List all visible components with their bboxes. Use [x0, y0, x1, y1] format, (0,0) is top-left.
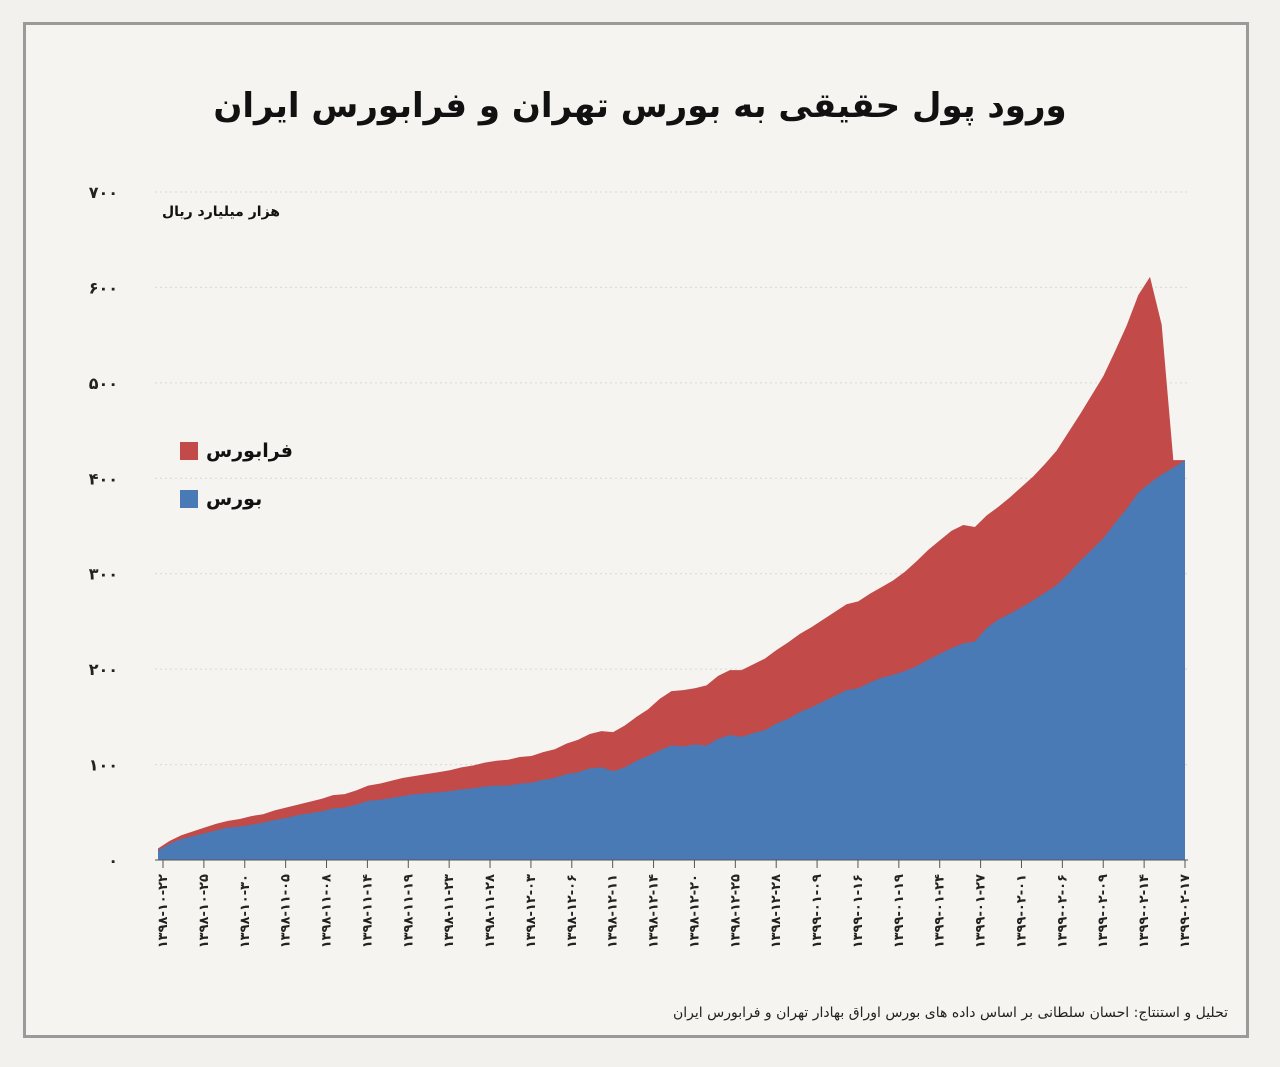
- x-tick-label: ۱۳۹۸-۱۲-۲۵: [728, 874, 743, 948]
- x-tick-label: ۱۳۹۸-۱۱-۲۳: [442, 874, 457, 948]
- legend-item-farabourse: فرابورس: [180, 439, 293, 463]
- x-tick-label: ۱۳۹۹-۰۱-۱۹: [892, 874, 907, 948]
- x-tick-label: ۱۳۹۹-۰۲-۱۷: [1178, 874, 1193, 948]
- y-tick-label-300: ۳۰۰: [89, 565, 118, 584]
- series-area-bourse: [158, 460, 1185, 860]
- x-tick-label: ۱۳۹۸-۱۱-۲۸: [483, 874, 498, 948]
- legend-label-bourse: بورس: [206, 488, 263, 510]
- x-tick-label: ۱۳۹۸-۱۱-۰۵: [279, 874, 294, 948]
- x-tick-label: ۱۳۹۹-۰۲-۰۶: [1055, 874, 1070, 948]
- x-tick-label: ۱۳۹۸-۱۱-۰۸: [320, 874, 335, 948]
- y-tick-label-100: ۱۰۰: [89, 756, 118, 775]
- x-tick-label: ۱۳۹۹-۰۱-۲۷: [974, 874, 989, 948]
- chart-title: ورود پول حقیقی به بورس تهران و فرابورس ا…: [213, 86, 1067, 126]
- x-tick-label: ۱۳۹۸-۱۰-۳۰: [238, 874, 253, 948]
- y-tick-label-600: ۶۰۰: [89, 278, 118, 297]
- x-tick-label: ۱۳۹۸-۱۲-۰۶: [565, 874, 580, 948]
- y-tick-label-500: ۵۰۰: [89, 374, 118, 393]
- legend-swatch-farabourse: [180, 442, 198, 460]
- source-credit: تحلیل و استنتاج: احسان سلطانی بر اساس دا…: [673, 1005, 1228, 1021]
- legend-swatch-bourse: [180, 490, 198, 508]
- x-tick-label: ۱۳۹۸-۱۱-۱۹: [401, 874, 416, 948]
- x-tick-label: ۱۳۹۸-۱۰-۲۲: [156, 874, 171, 948]
- x-tick-label: ۱۳۹۸-۱۲-۰۳: [524, 874, 539, 948]
- x-tick-label: ۱۳۹۹-۰۲-۱۴: [1137, 874, 1152, 948]
- y-tick-label-400: ۴۰۰: [89, 469, 118, 488]
- x-tick-label: ۱۳۹۸-۱۲-۱۱: [606, 874, 621, 948]
- y-tick-label-200: ۲۰۰: [89, 660, 118, 679]
- y-tick-label-700: ۷۰۰: [89, 183, 118, 202]
- x-tick-label: ۱۳۹۹-۰۱-۲۴: [933, 874, 948, 948]
- x-tick-label: ۱۳۹۹-۰۲-۰۹: [1096, 874, 1111, 948]
- x-tick-label: ۱۳۹۸-۱۲-۲۰: [687, 874, 702, 948]
- legend-label-farabourse: فرابورس: [206, 440, 293, 462]
- x-tick-label: ۱۳۹۸-۱۲-۲۸: [769, 874, 784, 948]
- x-tick-label: ۱۳۹۸-۱۲-۱۴: [647, 874, 662, 948]
- x-tick-label: ۱۳۹۸-۱۰-۲۵: [197, 874, 212, 948]
- x-tick-label: ۱۳۹۸-۱۱-۱۴: [360, 874, 375, 948]
- legend-item-bourse: بورس: [180, 487, 262, 511]
- x-tick-label: ۱۳۹۹-۰۱-۱۶: [851, 874, 866, 948]
- x-tick-label: ۱۳۹۹-۰۲-۰۱: [1014, 874, 1029, 948]
- x-tick-label: ۱۳۹۹-۰۱-۰۹: [810, 874, 825, 948]
- y-tick-label-0: ۰: [108, 851, 118, 870]
- y-axis-unit-label: هزار میلیارد ریال: [161, 204, 280, 220]
